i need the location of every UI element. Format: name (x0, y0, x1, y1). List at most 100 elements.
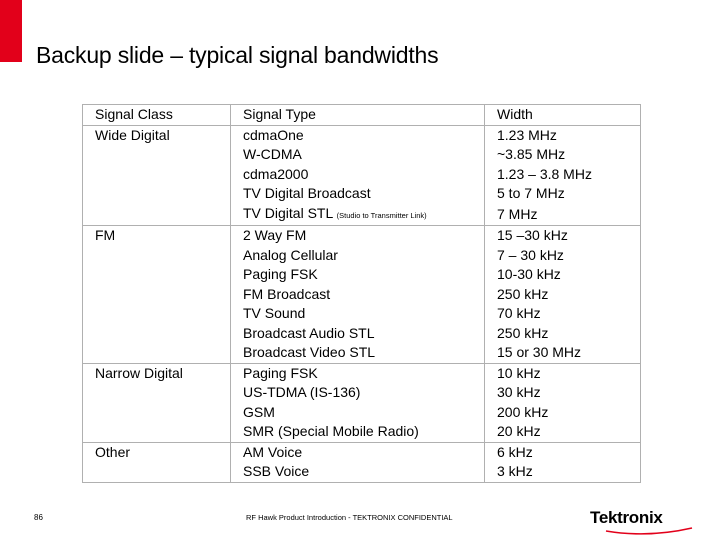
cell-width: 7 – 30 kHz (484, 245, 641, 265)
table-row: Analog Cellular 7 – 30 kHz (82, 245, 641, 265)
signal-type-text: W-CDMA (243, 146, 302, 162)
cell-width: 1.23 MHz (484, 124, 641, 145)
cell-signal-class: Wide Digital (82, 124, 231, 145)
table-row: TV Digital STL (Studio to Transmitter Li… (82, 203, 641, 226)
cell-signal-class: Other (82, 441, 231, 462)
signal-type-text: TV Digital STL (243, 204, 333, 221)
cell-width: 5 to 7 MHz (484, 184, 641, 204)
cell-signal-type: FM Broadcast (230, 284, 485, 304)
signal-type-text: Broadcast Audio STL (243, 324, 375, 341)
cell-signal-type: W-CDMA (230, 145, 485, 165)
table-row: Broadcast Audio STL 250 kHz (82, 323, 641, 343)
cell-width: 15 or 30 MHz (484, 343, 641, 363)
cell-signal-class (82, 343, 231, 363)
table-row: TV Sound 70 kHz (82, 304, 641, 324)
signal-type-text: TV Digital Broadcast (243, 185, 371, 201)
cell-signal-type: TV Digital STL (Studio to Transmitter Li… (230, 203, 485, 226)
cell-signal-type: 2 Way FM (230, 225, 485, 246)
slide-title: Backup slide – typical signal bandwidths (36, 42, 439, 68)
cell-signal-type: cdmaOne (230, 124, 485, 145)
cell-signal-type: Broadcast Video STL (230, 343, 485, 363)
cell-signal-class (82, 145, 231, 165)
cell-signal-type: Analog Cellular (230, 245, 485, 265)
cell-signal-class (82, 203, 231, 226)
signal-type-text: cdmaOne (243, 126, 304, 143)
table-row: GSM 200 kHz (82, 402, 641, 422)
cell-signal-type: SMR (Special Mobile Radio) (230, 422, 485, 442)
table-row: Narrow Digital Paging FSK 10 kHz (82, 362, 641, 383)
cell-signal-class (82, 462, 231, 483)
cell-width: 15 –30 kHz (484, 225, 641, 246)
signal-type-text: AM Voice (243, 443, 303, 460)
signal-type-text: TV Sound (243, 305, 306, 321)
signal-type-text: SSB Voice (243, 463, 310, 479)
cell-signal-class (82, 265, 231, 285)
cell-signal-type: US-TDMA (IS-136) (230, 383, 485, 403)
cell-signal-type: Broadcast Audio STL (230, 323, 485, 343)
signal-type-text: SMR (Special Mobile Radio) (243, 423, 419, 439)
cell-width: 10-30 kHz (484, 265, 641, 285)
cell-signal-class (82, 245, 231, 265)
table-row: Paging FSK 10-30 kHz (82, 265, 641, 285)
signal-type-text: FM Broadcast (243, 285, 331, 302)
cell-signal-type: TV Sound (230, 304, 485, 324)
cell-signal-class (82, 383, 231, 403)
header-signal-class: Signal Class (82, 104, 231, 125)
tektronix-logo: Tektronix (590, 508, 663, 527)
table-row: cdma2000 1.23 – 3.8 MHz (82, 164, 641, 184)
table-row: Broadcast Video STL 15 or 30 MHz (82, 343, 641, 363)
cell-width: ~3.85 MHz (484, 145, 641, 165)
table-row: SSB Voice 3 kHz (82, 462, 641, 483)
cell-width: 250 kHz (484, 323, 641, 343)
signal-type-text: Analog Cellular (243, 246, 338, 263)
header-signal-type: Signal Type (230, 104, 485, 125)
page-number: 86 (34, 513, 43, 522)
table-row: W-CDMA ~3.85 MHz (82, 145, 641, 165)
header-width: Width (484, 104, 641, 125)
signal-type-text: cdma2000 (243, 165, 309, 182)
table-row: FM Broadcast 250 kHz (82, 284, 641, 304)
table-row: Other AM Voice 6 kHz (82, 441, 641, 462)
cell-width: 6 kHz (484, 441, 641, 462)
cell-signal-type: GSM (230, 402, 485, 422)
signal-type-text: 2 Way FM (243, 227, 307, 243)
cell-width: 7 MHz (484, 203, 641, 226)
table-row: US-TDMA (IS-136) 30 kHz (82, 383, 641, 403)
signal-type-note: (Studio to Transmitter Link) (336, 210, 427, 220)
cell-signal-class (82, 164, 231, 184)
signal-type-text: Broadcast Video STL (243, 344, 376, 360)
cell-width: 250 kHz (484, 284, 641, 304)
cell-signal-class (82, 284, 231, 304)
cell-signal-class: Narrow Digital (82, 362, 231, 383)
signal-type-text: GSM (243, 403, 275, 420)
cell-signal-class: FM (82, 225, 231, 246)
cell-signal-class (82, 323, 231, 343)
cell-width: 70 kHz (484, 304, 641, 324)
cell-signal-type: AM Voice (230, 441, 485, 462)
cell-width: 10 kHz (484, 362, 641, 383)
footer-text: RF Hawk Product Introduction - TEKTRONIX… (246, 513, 453, 522)
cell-width: 3 kHz (484, 462, 641, 483)
cell-width: 200 kHz (484, 402, 641, 422)
table-row: FM 2 Way FM 15 –30 kHz (82, 225, 641, 246)
cell-signal-type: SSB Voice (230, 462, 485, 483)
cell-signal-type: Paging FSK (230, 265, 485, 285)
cell-signal-class (82, 402, 231, 422)
cell-signal-class (82, 304, 231, 324)
cell-signal-type: cdma2000 (230, 164, 485, 184)
bandwidth-table: Signal Class Signal Type Width Wide Digi… (82, 104, 641, 483)
accent-bar (0, 0, 22, 62)
signal-type-text: US-TDMA (IS-136) (243, 384, 361, 400)
table-row: Wide Digital cdmaOne 1.23 MHz (82, 124, 641, 145)
table-row: SMR (Special Mobile Radio) 20 kHz (82, 422, 641, 442)
cell-width: 20 kHz (484, 422, 641, 442)
cell-signal-class (82, 422, 231, 442)
cell-width: 30 kHz (484, 383, 641, 403)
cell-signal-type: Paging FSK (230, 362, 485, 383)
cell-width: 1.23 – 3.8 MHz (484, 164, 641, 184)
table-header-row: Signal Class Signal Type Width (82, 104, 641, 125)
cell-signal-class (82, 184, 231, 204)
signal-type-text: Paging FSK (243, 266, 318, 282)
signal-type-text: Paging FSK (243, 364, 318, 381)
table-row: TV Digital Broadcast 5 to 7 MHz (82, 184, 641, 204)
